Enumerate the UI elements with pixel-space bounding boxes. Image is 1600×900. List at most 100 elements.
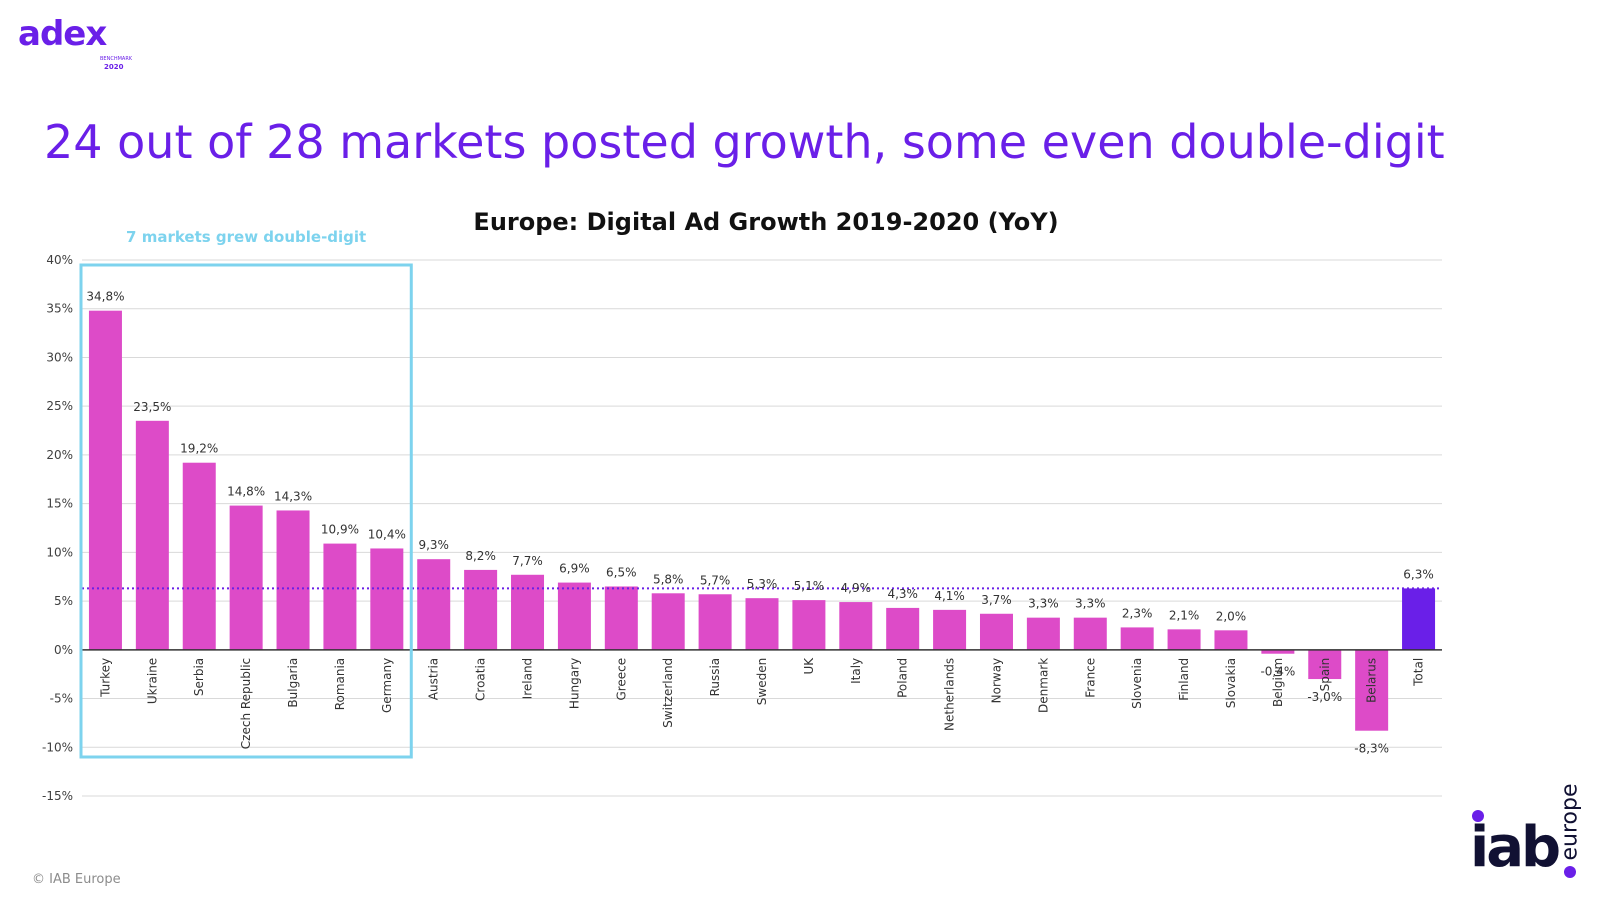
data-label: -3,0% bbox=[1307, 690, 1342, 704]
bar-serbia bbox=[182, 462, 216, 650]
data-label: 14,8% bbox=[227, 485, 265, 499]
copyright-text: © IAB Europe bbox=[32, 872, 121, 887]
iab-logo-word: iab bbox=[1470, 815, 1561, 880]
data-label: 8,2% bbox=[465, 549, 496, 563]
bar-slovenia bbox=[1120, 627, 1154, 650]
adex-logo: adex BENCHMARK 2020 bbox=[18, 14, 132, 71]
bar-sweden bbox=[745, 598, 779, 650]
adex-logo-word: adex bbox=[18, 14, 107, 54]
y-tick-label: 35% bbox=[46, 302, 73, 316]
data-label: 3,3% bbox=[1028, 597, 1059, 611]
bar-norway bbox=[979, 613, 1013, 650]
y-tick-label: 40% bbox=[46, 253, 73, 267]
category-label: Russia bbox=[708, 658, 722, 697]
category-label: Finland bbox=[1177, 658, 1191, 701]
data-label: 10,4% bbox=[368, 527, 406, 541]
bar-belarus bbox=[1355, 649, 1389, 731]
category-label: Romania bbox=[333, 658, 347, 710]
iab-europe-logo: iab europe bbox=[1470, 780, 1583, 890]
category-label: France bbox=[1083, 658, 1097, 698]
y-tick-label: 30% bbox=[46, 350, 73, 364]
bar-switzerland bbox=[651, 593, 685, 650]
data-label: 5,1% bbox=[794, 579, 825, 593]
data-label: 3,7% bbox=[981, 593, 1012, 607]
bar-czech-republic bbox=[229, 505, 263, 650]
data-label: 4,9% bbox=[841, 581, 872, 595]
y-tick-label: 25% bbox=[46, 399, 73, 413]
category-label: Ukraine bbox=[145, 658, 159, 704]
y-tick-label: -15% bbox=[42, 789, 73, 803]
data-label: 5,3% bbox=[747, 577, 778, 591]
y-tick-label: 20% bbox=[46, 448, 73, 462]
category-label: Total bbox=[1412, 658, 1426, 687]
highlight-label: 7 markets grew double-digit bbox=[126, 228, 366, 246]
category-label: Ireland bbox=[521, 658, 535, 700]
bar-hungary bbox=[557, 582, 591, 650]
category-label: Belgium bbox=[1271, 658, 1285, 707]
data-label: 6,5% bbox=[606, 565, 637, 579]
data-label: 2,1% bbox=[1169, 608, 1200, 622]
data-label: 2,0% bbox=[1216, 609, 1247, 623]
data-label: -8,3% bbox=[1354, 742, 1389, 756]
category-label: Norway bbox=[989, 658, 1003, 704]
bar-austria bbox=[417, 559, 451, 650]
category-label: Bulgaria bbox=[286, 658, 300, 708]
data-label: -0,4% bbox=[1260, 665, 1295, 679]
data-label: 5,8% bbox=[653, 572, 684, 586]
y-tick-label: -10% bbox=[42, 740, 73, 754]
category-label: Turkey bbox=[98, 658, 112, 698]
data-label: 9,3% bbox=[418, 538, 449, 552]
bar-ireland bbox=[511, 574, 545, 650]
bar-spain bbox=[1308, 649, 1342, 680]
data-label: 5,7% bbox=[700, 573, 731, 587]
bar-uk bbox=[792, 600, 826, 650]
bar-romania bbox=[323, 543, 357, 650]
bar-greece bbox=[604, 586, 638, 650]
category-label: Hungary bbox=[567, 658, 581, 709]
bar-finland bbox=[1167, 629, 1201, 650]
bar-italy bbox=[839, 602, 873, 650]
category-label: Netherlands bbox=[943, 658, 957, 731]
bar-turkey bbox=[88, 310, 122, 650]
data-label: 19,2% bbox=[180, 442, 218, 456]
data-label: 34,8% bbox=[86, 290, 124, 304]
category-label: Czech Republic bbox=[239, 658, 253, 749]
y-tick-label: 0% bbox=[54, 643, 73, 657]
bar-belgium bbox=[1261, 649, 1295, 654]
bar-bulgaria bbox=[276, 510, 310, 650]
category-label: Austria bbox=[427, 658, 441, 700]
iab-logo-dot-2 bbox=[1564, 866, 1576, 878]
bar-poland bbox=[886, 607, 920, 650]
bar-russia bbox=[698, 594, 732, 650]
category-label: Croatia bbox=[474, 658, 488, 701]
category-label: Poland bbox=[896, 658, 910, 698]
data-label: 10,9% bbox=[321, 523, 359, 537]
y-tick-label: 5% bbox=[54, 594, 73, 608]
category-label: Serbia bbox=[192, 658, 206, 696]
iab-logo-sub-text: europe bbox=[1557, 783, 1583, 861]
category-label: Greece bbox=[614, 658, 628, 701]
data-label: 4,1% bbox=[934, 589, 965, 603]
category-label: Sweden bbox=[755, 658, 769, 705]
category-label: Italy bbox=[849, 658, 863, 684]
data-label: 6,3% bbox=[1403, 567, 1434, 581]
data-label: 3,3% bbox=[1075, 597, 1106, 611]
bar-germany bbox=[370, 548, 404, 650]
bar-total bbox=[1402, 588, 1436, 650]
category-label: Germany bbox=[380, 658, 394, 713]
data-label: 23,5% bbox=[133, 400, 171, 414]
bar-denmark bbox=[1026, 617, 1060, 650]
data-label: 14,3% bbox=[274, 489, 312, 503]
bar-slovakia bbox=[1214, 630, 1248, 650]
category-label: Slovakia bbox=[1224, 658, 1238, 708]
category-label: Belarus bbox=[1365, 658, 1379, 703]
category-label: Switzerland bbox=[661, 658, 675, 728]
bar-croatia bbox=[464, 569, 498, 650]
category-label: Denmark bbox=[1036, 658, 1050, 713]
category-label: Slovenia bbox=[1130, 658, 1144, 709]
y-tick-label: -5% bbox=[50, 692, 73, 706]
adex-logo-tag: BENCHMARK bbox=[100, 56, 133, 62]
adex-logo-year: 2020 bbox=[104, 63, 124, 71]
bar-netherlands bbox=[933, 609, 967, 650]
